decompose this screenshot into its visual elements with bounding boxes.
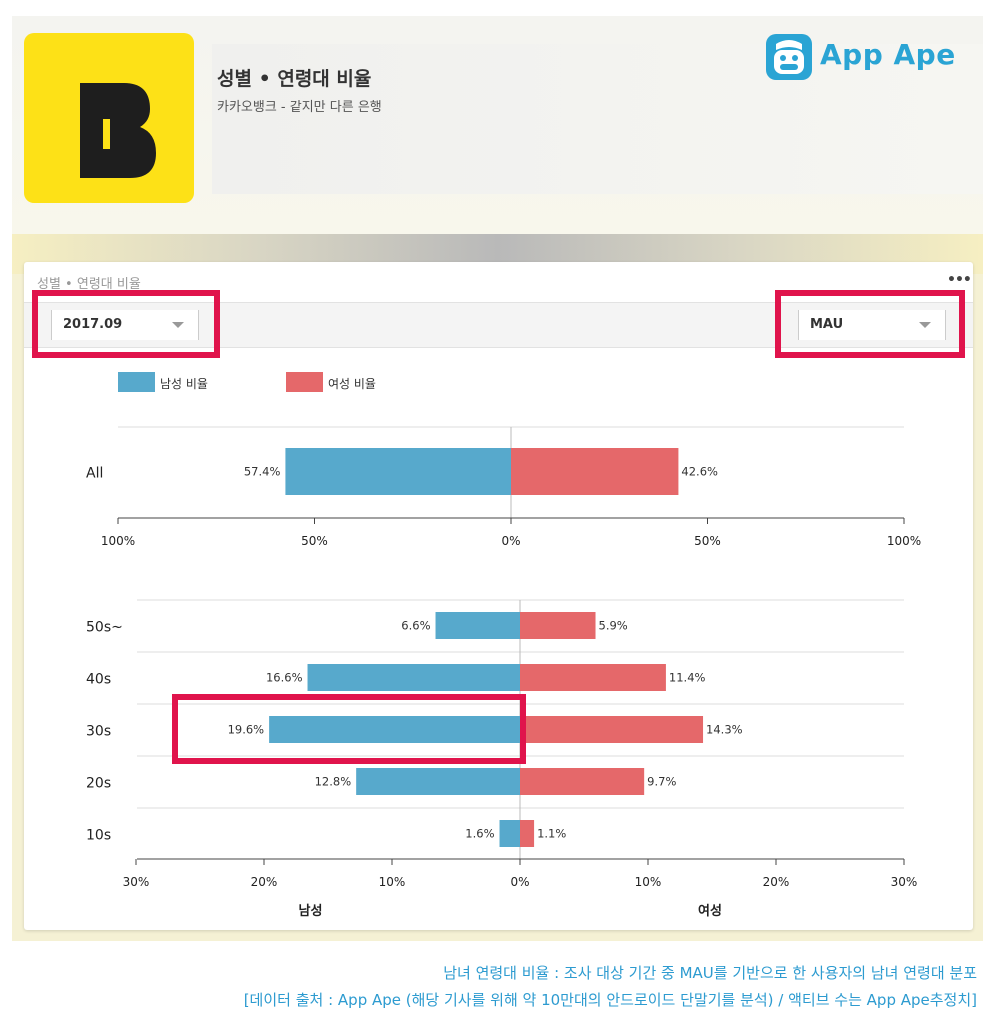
data-label-male: 16.6%	[266, 671, 303, 685]
more-options-icon[interactable]: •••	[947, 272, 972, 288]
tick-label: 10%	[635, 875, 662, 889]
chevron-down-icon	[919, 322, 931, 328]
data-label-female: 1.1%	[537, 827, 566, 841]
bar-male-30s	[269, 716, 520, 743]
category-label: 20s	[86, 776, 111, 792]
tick-label: 50%	[694, 534, 721, 548]
card-title: 성별 • 연령대 비율	[37, 277, 141, 292]
category-label: 30s	[86, 724, 111, 740]
app-name-subtitle: 카카오뱅크 - 같지만 다른 은행	[217, 100, 382, 115]
tick-label: 100%	[887, 534, 921, 548]
caption-line-2: [데이터 출처 : App Ape (해당 기사를 위해 약 10만대의 안드로…	[243, 991, 977, 1009]
data-label-female: 9.7%	[647, 775, 676, 789]
bar-male-10s	[499, 820, 520, 847]
data-label-male: 6.6%	[401, 619, 430, 633]
data-label-female: 5.9%	[599, 619, 628, 633]
data-label-male: 57.4%	[244, 465, 281, 479]
category-label: 40s	[86, 672, 111, 688]
legend-label-male[interactable]: 남성 비율	[160, 377, 208, 391]
bar-male-all	[285, 448, 511, 495]
legend-label-female[interactable]: 여성 비율	[328, 377, 376, 391]
bar-female-10s	[520, 820, 535, 847]
tick-label: 10%	[379, 875, 406, 889]
bar-female-40s	[520, 664, 666, 691]
tick-label: 30%	[123, 875, 150, 889]
data-label-male: 1.6%	[465, 827, 494, 841]
bar-female-50s	[520, 612, 596, 639]
category-label: 50s~	[86, 620, 123, 636]
data-label-female: 11.4%	[669, 671, 706, 685]
page-title: 성별 • 연령대 비율	[217, 68, 372, 90]
app-icon	[24, 33, 194, 203]
bar-male-40s	[307, 664, 520, 691]
brand-name: App Ape	[820, 38, 956, 71]
period-dropdown[interactable]: 2017.09	[51, 310, 199, 340]
data-label-female: 42.6%	[681, 465, 718, 479]
category-label: All	[86, 466, 103, 482]
brand-logo: App Ape	[764, 28, 974, 84]
ape-face-icon	[766, 34, 812, 80]
caption-line-1: 남녀 연령대 비율 : 조사 대상 기간 중 MAU를 기반으로 한 사용자의 …	[443, 964, 977, 982]
bar-male-50s	[435, 612, 520, 639]
data-label-male: 12.8%	[315, 775, 352, 789]
x-axis-label-female: 여성	[698, 903, 722, 919]
bar-female-20s	[520, 768, 645, 795]
data-label-female: 14.3%	[706, 723, 743, 737]
bar-female-all	[511, 448, 679, 495]
tick-label: 100%	[101, 534, 135, 548]
tick-label: 0%	[510, 875, 529, 889]
legend-swatch-female	[286, 372, 323, 392]
tick-label: 30%	[891, 875, 918, 889]
metric-value: MAU	[810, 317, 844, 332]
bar-male-20s	[356, 768, 520, 795]
bar-female-30s	[520, 716, 704, 743]
chart-card: 성별 • 연령대 비율 ••• 2017.09 MAU	[24, 262, 973, 930]
filter-toolbar: 2017.09 MAU	[24, 302, 973, 348]
chevron-down-icon	[172, 322, 184, 328]
category-label: 10s	[86, 828, 111, 844]
data-label-male: 19.6%	[228, 723, 265, 737]
tick-label: 20%	[251, 875, 278, 889]
tick-label: 0%	[501, 534, 520, 548]
tick-label: 20%	[763, 875, 790, 889]
period-value: 2017.09	[63, 317, 123, 332]
legend-swatch-male	[118, 372, 155, 392]
metric-dropdown[interactable]: MAU	[798, 310, 946, 340]
tick-label: 50%	[301, 534, 328, 548]
x-axis-label-male: 남성	[299, 903, 323, 919]
title-panel	[212, 44, 983, 194]
bank-b-logo-icon	[80, 83, 156, 178]
